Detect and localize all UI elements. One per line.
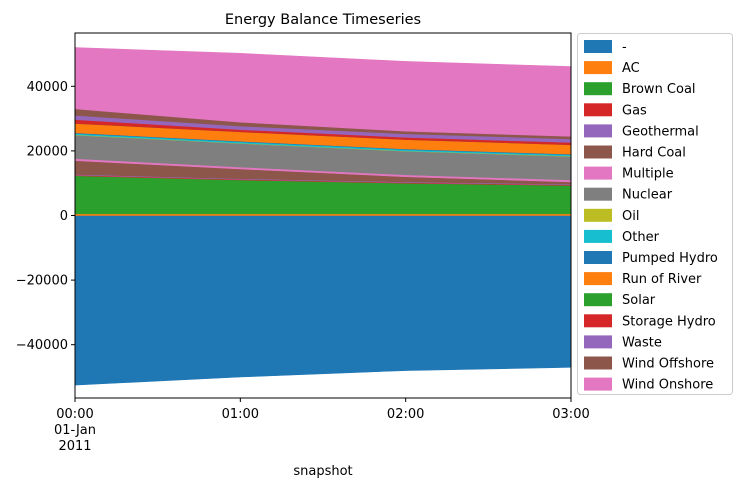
x-tick-label: 03:00: [552, 407, 589, 422]
legend-label-pumped-hydro: Pumped Hydro: [622, 251, 718, 266]
y-axis: −40000 −20000 0 20000 40000: [16, 80, 75, 353]
legend-swatch-dash: [584, 40, 612, 53]
x-tick-label: 2011: [58, 439, 91, 454]
chart-title: Energy Balance Timeseries: [225, 12, 421, 28]
legend-swatch-ac: [584, 61, 612, 75]
x-tick-label: 00:00: [56, 407, 93, 422]
plot-frame: [74, 32, 572, 399]
legend-label-wind-offshore: Wind Offshore: [622, 357, 714, 372]
legend-label-wind-onshore: Wind Onshore: [622, 378, 713, 393]
legend-swatch-brown-coal: [584, 82, 612, 96]
legend-swatch-waste: [584, 335, 612, 349]
legend-label-waste: Waste: [622, 335, 662, 350]
legend: - AC Brown Coal Gas Geothermal Hard Coal Multi…: [577, 33, 733, 395]
legend-label-multiple: Multiple: [622, 167, 674, 182]
legend-label-geothermal: Geothermal: [622, 124, 699, 139]
legend-swatch-gas: [584, 103, 612, 117]
legend-swatch-wind-onshore: [584, 377, 612, 391]
legend-swatch-wind-offshore: [584, 356, 612, 370]
legend-swatch-multiple: [584, 166, 612, 180]
legend-label-hard-coal: Hard Coal: [622, 146, 686, 161]
area-layers: [74, 47, 572, 386]
x-tick-label: 02:00: [387, 407, 424, 422]
legend-swatch-solar: [584, 293, 612, 307]
y-tick-label: 0: [60, 209, 68, 224]
legend-swatch-geothermal: [584, 124, 612, 138]
legend-swatch-storage-hydro: [584, 314, 612, 328]
area-dash-negative: [74, 215, 572, 386]
legend-swatch-pumped-hydro: [584, 251, 612, 264]
x-tick-label: 01-Jan: [54, 423, 96, 438]
y-tick-label: −20000: [16, 274, 68, 289]
x-axis-label: snapshot: [293, 464, 352, 479]
legend-swatch-oil: [584, 208, 612, 222]
legend-label-dash: -: [622, 40, 627, 55]
legend-label-gas: Gas: [622, 103, 647, 118]
legend-label-brown-coal: Brown Coal: [622, 82, 696, 97]
legend-label-other: Other: [622, 230, 660, 245]
legend-label-run-of-river: Run of River: [622, 272, 702, 287]
y-tick-label: −40000: [16, 338, 68, 353]
x-tick-label: 01:00: [222, 407, 259, 422]
y-tick-label: 20000: [27, 144, 68, 159]
legend-label-nuclear: Nuclear: [622, 188, 673, 203]
legend-swatch-run-of-river: [584, 272, 612, 286]
legend-swatch-nuclear: [584, 187, 612, 201]
y-tick-label: 40000: [27, 80, 68, 95]
legend-swatch-hard-coal: [584, 145, 612, 159]
legend-label-solar: Solar: [622, 293, 656, 308]
legend-swatch-other: [584, 229, 612, 243]
legend-box: [577, 33, 733, 395]
legend-label-oil: Oil: [622, 209, 639, 224]
legend-label-storage-hydro: Storage Hydro: [622, 314, 716, 329]
legend-label-ac: AC: [622, 61, 640, 76]
